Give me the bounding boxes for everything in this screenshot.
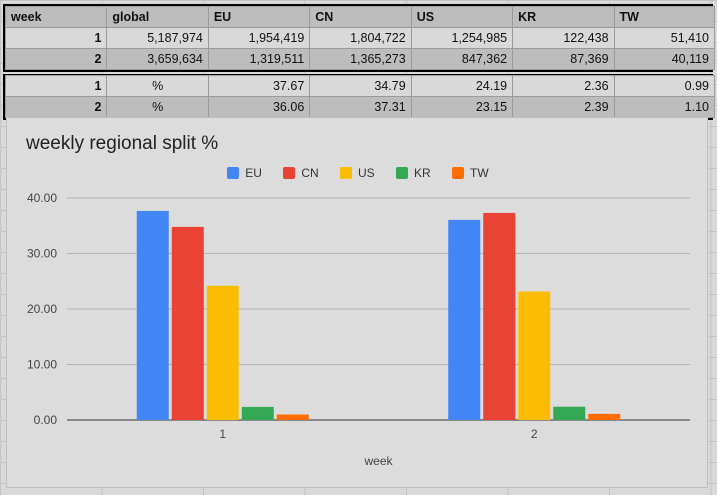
y-tick-label: 20.00 [27, 302, 57, 316]
week-cell[interactable]: 2 [4, 96, 108, 118]
table-row: 1 % 37.67 34.79 24.19 2.36 0.99 [4, 75, 716, 97]
percent-table: 1 % 37.67 34.79 24.19 2.36 0.99 2 % 36.0… [4, 75, 716, 118]
bar-cn[interactable] [483, 212, 516, 420]
header-row: week global EU CN US KR TW [4, 6, 716, 28]
table-cell[interactable]: 1,254,985 [410, 27, 514, 49]
header-cell[interactable]: global [106, 6, 209, 28]
counts-table-block: week global EU CN US KR TW 1 5,187,974 1… [3, 4, 716, 72]
bar-us[interactable] [206, 285, 239, 420]
bar-tw[interactable] [276, 414, 309, 420]
bar-tw[interactable] [588, 413, 621, 420]
legend-label: US [358, 166, 375, 180]
x-tick-label: 1 [219, 427, 226, 441]
table-cell[interactable]: 34.79 [309, 75, 412, 97]
table-cell[interactable]: 2.39 [512, 96, 615, 118]
week-cell[interactable]: 2 [4, 48, 108, 70]
legend-swatch [452, 167, 465, 179]
table-cell[interactable]: 1,319,511 [207, 48, 311, 70]
table-cell[interactable]: 51,410 [613, 27, 716, 49]
percent-table-block: 1 % 37.67 34.79 24.19 2.36 0.99 2 % 36.0… [3, 74, 716, 120]
header-cell[interactable]: KR [512, 6, 615, 28]
counts-table: week global EU CN US KR TW 1 5,187,974 1… [4, 6, 716, 70]
spreadsheet-area: week global EU CN US KR TW 1 5,187,974 1… [3, 4, 716, 120]
week-cell[interactable]: 1 [4, 75, 108, 97]
table-cell[interactable]: 1,954,419 [207, 27, 311, 49]
table-row: 2 % 36.06 37.31 23.15 2.39 1.10 [4, 96, 716, 118]
legend-label: TW [470, 166, 489, 180]
legend-swatch [340, 167, 352, 179]
chart-title: weekly regional split % [26, 133, 219, 154]
table-cell[interactable]: 2.36 [512, 75, 615, 97]
legend-label: CN [301, 166, 319, 180]
y-tick-label: 10.00 [27, 358, 57, 372]
chart-panel[interactable]: weekly regional split % EU CN US KR TW 0… [6, 117, 708, 488]
table-row: 2 3,659,634 1,319,511 1,365,273 847,362 … [4, 48, 716, 70]
legend-label: KR [414, 166, 431, 180]
table-cell[interactable]: 24.19 [410, 75, 514, 97]
table-cell[interactable]: 3,659,634 [106, 48, 209, 70]
y-tick-label: 0.00 [34, 413, 58, 427]
table-cell[interactable]: 40,119 [613, 48, 716, 70]
header-cell[interactable]: EU [207, 6, 311, 28]
legend-swatch [396, 167, 409, 179]
table-cell[interactable]: 847,362 [410, 48, 514, 70]
legend-swatch [227, 167, 240, 179]
legend-label: EU [245, 166, 262, 180]
y-tick-label: 40.00 [27, 191, 57, 205]
table-cell[interactable]: 5,187,974 [106, 27, 209, 49]
x-axis-label: week [363, 454, 393, 468]
legend-item-eu[interactable]: EU [227, 166, 262, 180]
week-cell[interactable]: 1 [4, 27, 108, 49]
chart-plot-area: 0.00 10.00 20.00 30.00 40.00 1 2 week [27, 191, 690, 468]
table-row: 1 5,187,974 1,954,419 1,804,722 1,254,98… [4, 27, 716, 49]
y-tick-label: 30.00 [27, 247, 57, 261]
x-tick-label: 2 [531, 427, 538, 441]
bar-eu[interactable] [448, 219, 481, 420]
table-cell[interactable]: 37.31 [309, 96, 412, 118]
table-cell[interactable]: 1.10 [613, 96, 716, 118]
bar-eu[interactable] [136, 210, 169, 420]
legend-swatch [283, 167, 296, 179]
table-cell[interactable]: 87,369 [512, 48, 615, 70]
table-cell[interactable]: 1,804,722 [309, 27, 412, 49]
table-cell[interactable]: 0.99 [613, 75, 716, 97]
bar-us[interactable] [518, 291, 551, 420]
bar-cn[interactable] [171, 226, 204, 420]
table-cell[interactable]: 122,438 [512, 27, 615, 49]
chart-legend: EU CN US KR TW [7, 166, 709, 180]
table-cell[interactable]: 23.15 [410, 96, 514, 118]
bar-kr[interactable] [241, 406, 274, 420]
legend-item-tw[interactable]: TW [452, 166, 489, 180]
header-cell[interactable]: US [410, 6, 514, 28]
table-cell[interactable]: % [106, 75, 209, 97]
legend-item-cn[interactable]: CN [283, 166, 319, 180]
table-cell[interactable]: 1,365,273 [309, 48, 412, 70]
table-cell[interactable]: 37.67 [207, 75, 311, 97]
bar-kr[interactable] [553, 406, 586, 420]
header-cell[interactable]: CN [309, 6, 412, 28]
header-cell[interactable]: week [4, 6, 108, 28]
table-cell[interactable]: 36.06 [207, 96, 311, 118]
legend-item-kr[interactable]: KR [396, 166, 431, 180]
legend-item-us[interactable]: US [340, 166, 375, 180]
header-cell[interactable]: TW [613, 6, 716, 28]
table-cell[interactable]: % [106, 96, 209, 118]
